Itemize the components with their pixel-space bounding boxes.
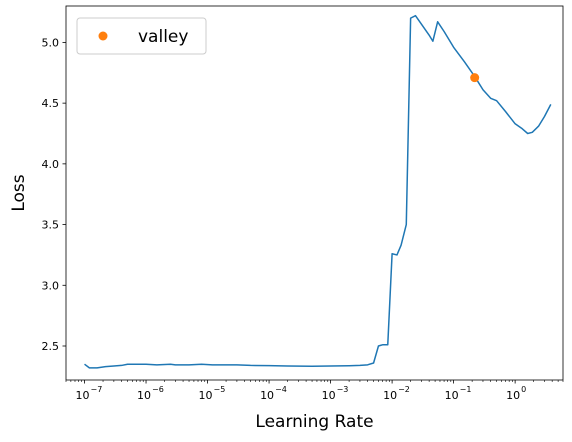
plot-area: 10 −7 10 −6 10 −5 10 −4 10 −3 10 −2 10 −1 10 0 2.53.03.… (42, 5, 564, 402)
axes-frame (65, 5, 564, 381)
x-axis-ticks: 10 −7 10 −6 10 −5 10 −4 10 −3 10 −2 10 −1 10 0 (76, 380, 526, 402)
x-tick-exponent: −2 (398, 385, 410, 394)
x-tick-exponent: −1 (460, 385, 472, 394)
x-tick-label: 10 (199, 389, 213, 402)
y-tick-label: 5.0 (42, 36, 60, 49)
y-tick-label: 4.5 (42, 97, 60, 110)
x-tick-label: 10 (137, 389, 151, 402)
legend-box (76, 17, 207, 55)
y-tick-label: 3.5 (42, 219, 60, 232)
legend-valley-marker (98, 31, 108, 41)
x-tick-exponent: −6 (152, 385, 164, 394)
x-tick-label: 10 (506, 389, 520, 402)
x-tick-label: 10 (445, 389, 459, 402)
x-tick-exponent: 0 (521, 385, 526, 394)
legend-valley-label: valley (138, 27, 188, 47)
valley-point-marker (470, 73, 480, 83)
x-tick-exponent: −5 (214, 385, 226, 394)
x-minor-ticks (65, 380, 564, 382)
x-tick-label: 10 (383, 389, 397, 402)
y-axis-label: Loss (9, 174, 29, 211)
x-tick-exponent: −4 (275, 385, 287, 394)
y-tick-label: 3.0 (42, 279, 60, 292)
y-tick-label: 4.0 (42, 158, 60, 171)
loss-curve-line (84, 14, 552, 369)
x-tick-exponent: −7 (91, 385, 103, 394)
y-axis-ticks: 2.5 3.0 3.5 4.0 4.5 5.0 (42, 36, 66, 353)
x-tick-exponent: −3 (337, 385, 349, 394)
x-tick-label: 10 (322, 389, 336, 402)
legend: valley (76, 17, 207, 55)
x-axis-label: Learning Rate (255, 412, 373, 432)
y-tick-label: 2.5 (42, 340, 60, 353)
x-tick-label: 10 (260, 389, 274, 402)
x-tick-label: 10 (76, 389, 90, 402)
